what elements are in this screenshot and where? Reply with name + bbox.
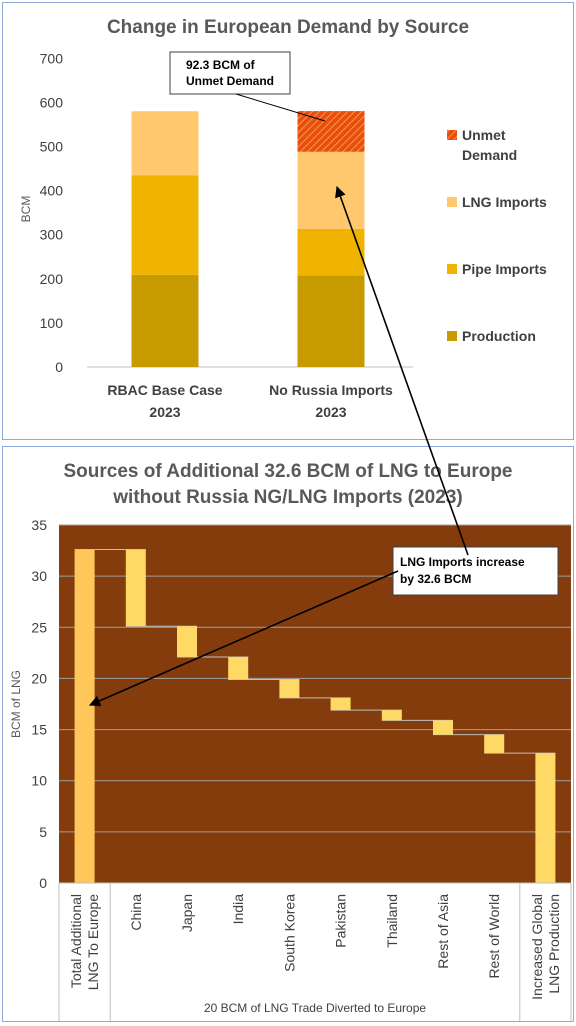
chart2-category-line: Increased Global — [529, 894, 545, 1000]
chart1-ytick-400: 400 — [40, 183, 64, 199]
chart2-category-line: Pakistan — [333, 894, 349, 948]
callout-line: by 32.6 BCM — [400, 572, 471, 586]
legend-swatch-production — [447, 331, 457, 341]
waterfall-bar-japan — [177, 626, 197, 657]
waterfall-bar-thailand — [381, 710, 402, 721]
chart1-category-label-1: RBAC Base Case 2023 — [107, 382, 222, 420]
chart1-title: Change in European Demand by Source — [107, 17, 469, 38]
chart2-category-label-total-additional-lng-to-europe: Total AdditionalLNG To Europe — [68, 894, 101, 990]
callout-line: LNG Imports increase — [400, 555, 525, 569]
legend-label-production: Production — [462, 328, 536, 344]
chart1-ytick-100: 100 — [40, 315, 64, 331]
chart1-ytick-700: 700 — [40, 50, 64, 66]
chart2-category-line: Rest of World — [486, 894, 502, 979]
chart1-category-line: 2023 — [315, 404, 346, 420]
chart2-category-line: India — [230, 894, 246, 925]
chart1-ytick-600: 600 — [40, 94, 64, 110]
legend-label-lng-imports: LNG Imports — [462, 194, 547, 210]
chart2-category-line: LNG To Europe — [85, 894, 101, 990]
legend-swatch-pipe-imports — [447, 264, 457, 274]
chart1-ytick-0: 0 — [55, 359, 63, 375]
chart2-ylabel: BCM of LNG — [9, 670, 23, 738]
chart2-ytick-30: 30 — [31, 568, 47, 584]
waterfall-bar-china — [125, 549, 146, 627]
unmet-demand-callout-box — [169, 51, 291, 95]
chart2-ytick-25: 25 — [31, 619, 47, 635]
demand-chart-panel: Change in European Demand by Source 0 100 2… — [2, 2, 574, 440]
chart2-title-line: without Russia NG/LNG Imports (2023) — [112, 487, 462, 508]
chart2-category-label-india: India — [230, 894, 246, 925]
chart2-category-label-pakistan: Pakistan — [333, 894, 349, 948]
unmet-demand-callout-text: 92.3 BCM of Unmet Demand — [186, 58, 274, 88]
chart2-category-label-south-korea: South Korea — [281, 894, 297, 972]
chart2-ytick-0: 0 — [39, 875, 47, 891]
bar-pipe-imports-1 — [131, 175, 199, 275]
legend-swatch-lng-imports — [447, 197, 457, 207]
bar-lng-imports-1 — [131, 111, 199, 176]
demand-chart: Change in European Demand by Source 0 100 2… — [19, 17, 547, 420]
chart2-category-label-japan: Japan — [179, 894, 195, 932]
chart2-ytick-10: 10 — [31, 773, 47, 789]
chart2-category-line: LNG Production — [546, 894, 562, 994]
lng-sources-chart: Sources of Additional 32.6 BCM of LNG to… — [9, 461, 572, 1021]
legend-swatch-unmet-demand — [447, 130, 457, 140]
chart2-category-line: Thailand — [384, 894, 400, 948]
chart2-category-label-thailand: Thailand — [384, 894, 400, 948]
callout-line: 92.3 BCM of — [186, 58, 256, 72]
chart2-title-line: Sources of Additional 32.6 BCM of LNG to… — [64, 461, 513, 482]
legend-label-line: Pipe Imports — [462, 261, 547, 277]
legend-label-line: Production — [462, 328, 536, 344]
chart2-group-label: 20 BCM of LNG Trade Diverted to Europe — [204, 1001, 426, 1015]
chart2-ytick-5: 5 — [39, 824, 47, 840]
chart1-category-line: 2023 — [149, 404, 180, 420]
lng-increase-callout-text: LNG Imports increase by 32.6 BCM — [400, 555, 525, 586]
chart2-ytick-35: 35 — [31, 517, 47, 533]
legend-label-line: LNG Imports — [462, 194, 547, 210]
chart1-category-line: No Russia Imports — [269, 382, 393, 398]
waterfall-bar-rest-of-world — [484, 734, 505, 754]
callout-line: Unmet Demand — [186, 74, 274, 88]
legend-label-line: Unmet — [462, 127, 506, 143]
chart1-ylabel: BCM — [19, 196, 33, 223]
waterfall-bar-total-additional-lng-to-europe — [74, 549, 95, 883]
legend-label-pipe-imports: Pipe Imports — [462, 261, 547, 277]
chart2-category-label-increased-global-lng-production: Increased GlobalLNG Production — [529, 894, 562, 1000]
waterfall-bar-india — [228, 656, 249, 680]
chart2-category-line: South Korea — [281, 894, 297, 972]
waterfall-bar-rest-of-asia — [433, 720, 453, 735]
bar-pipe-imports-2 — [297, 228, 365, 276]
chart2-category-label-rest-of-world: Rest of World — [486, 894, 502, 979]
chart2-ytick-15: 15 — [31, 722, 47, 738]
bar-lng-imports-2 — [297, 151, 365, 229]
waterfall-bar-pakistan — [330, 697, 351, 711]
chart2-category-label-china: China — [128, 894, 144, 931]
legend-label-unmet-demand: Unmet Demand — [462, 127, 517, 163]
bar-production-1 — [131, 274, 199, 367]
chart2-title: Sources of Additional 32.6 BCM of LNG to… — [64, 461, 513, 508]
legend-label-line: Demand — [462, 147, 517, 163]
bar-production-2 — [297, 275, 365, 367]
chart2-category-line: Rest of Asia — [435, 894, 451, 969]
chart1-ytick-300: 300 — [40, 227, 64, 243]
bar-unmet-demand-2 — [297, 111, 365, 152]
chart2-category-line: Total Additional — [68, 894, 84, 988]
chart2-category-line: China — [128, 894, 144, 931]
lng-sources-chart-panel: Sources of Additional 32.6 BCM of LNG to… — [2, 446, 574, 1022]
unmet-demand-callout-pointer — [235, 93, 326, 122]
chart2-category-label-rest-of-asia: Rest of Asia — [435, 894, 451, 969]
waterfall-bar-south-korea — [279, 679, 300, 698]
chart2-category-line: Japan — [179, 894, 195, 932]
chart1-category-line: RBAC Base Case — [107, 382, 222, 398]
chart1-ytick-200: 200 — [40, 271, 64, 287]
chart2-ytick-20: 20 — [31, 670, 47, 686]
chart1-ytick-500: 500 — [40, 139, 64, 155]
chart1-category-label-2: No Russia Imports 2023 — [269, 382, 393, 420]
waterfall-bar-increased-global-lng-production — [535, 753, 556, 883]
